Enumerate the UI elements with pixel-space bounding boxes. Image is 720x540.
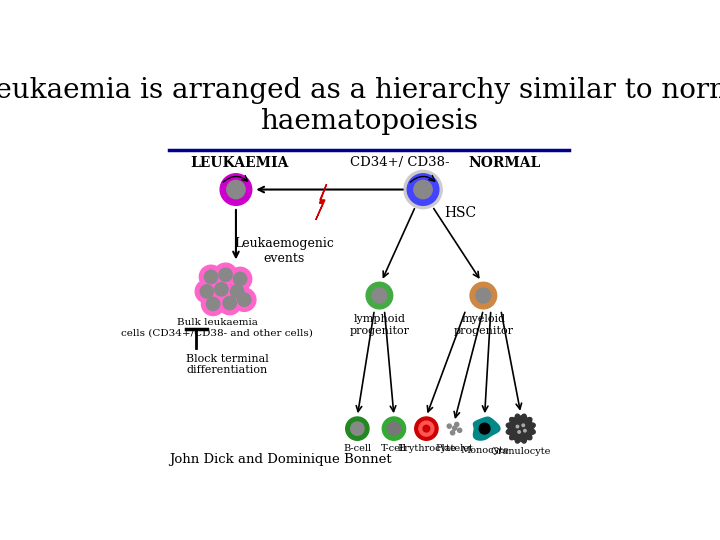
Circle shape (220, 174, 252, 205)
Text: Block terminal
differentiation: Block terminal differentiation (186, 354, 269, 375)
Circle shape (454, 422, 459, 427)
Circle shape (346, 417, 369, 440)
Circle shape (522, 424, 524, 427)
Circle shape (218, 292, 241, 315)
Text: B-cell: B-cell (343, 444, 372, 454)
Circle shape (451, 431, 454, 435)
Circle shape (516, 426, 518, 428)
Circle shape (215, 282, 228, 296)
Circle shape (518, 431, 521, 433)
Text: Bulk leukaemia
cells (CD34+/CD38- and other cells): Bulk leukaemia cells (CD34+/CD38- and ot… (121, 319, 313, 338)
Circle shape (351, 422, 364, 435)
Circle shape (414, 180, 432, 199)
Circle shape (458, 428, 462, 433)
Circle shape (408, 174, 439, 205)
Text: John Dick and Dominique Bonnet: John Dick and Dominique Bonnet (169, 453, 392, 466)
Circle shape (453, 426, 456, 430)
Circle shape (404, 171, 442, 208)
Text: HSC: HSC (444, 206, 476, 220)
Circle shape (228, 267, 252, 291)
Circle shape (219, 268, 233, 281)
Polygon shape (316, 184, 327, 220)
Circle shape (202, 292, 225, 315)
Circle shape (470, 282, 497, 309)
Text: Platelet: Platelet (436, 444, 473, 454)
Polygon shape (474, 417, 500, 440)
Circle shape (207, 297, 220, 310)
Circle shape (382, 417, 405, 440)
Text: Leukaemogenic
events: Leukaemogenic events (234, 238, 333, 265)
Circle shape (195, 280, 218, 303)
Circle shape (230, 285, 244, 298)
Circle shape (447, 424, 451, 428)
Circle shape (227, 180, 245, 199)
Text: NORMAL: NORMAL (469, 156, 541, 170)
Circle shape (523, 429, 526, 432)
Circle shape (419, 421, 434, 436)
Circle shape (476, 288, 491, 303)
Circle shape (233, 272, 247, 286)
Circle shape (233, 288, 256, 312)
Circle shape (372, 288, 387, 303)
Circle shape (423, 426, 430, 432)
Text: CD34+/ CD38-: CD34+/ CD38- (351, 156, 450, 169)
Text: Leukaemia is arranged as a hierarchy similar to normal
haematopoiesis: Leukaemia is arranged as a hierarchy sim… (0, 77, 720, 136)
Text: Granulocyte: Granulocyte (490, 447, 551, 456)
Circle shape (214, 263, 237, 286)
Text: myeloid
progenitor: myeloid progenitor (454, 314, 513, 336)
Circle shape (225, 280, 249, 303)
Circle shape (366, 282, 392, 309)
Circle shape (204, 270, 217, 284)
Polygon shape (506, 414, 535, 443)
Circle shape (223, 296, 236, 310)
Circle shape (387, 422, 400, 435)
Circle shape (238, 293, 251, 306)
Circle shape (199, 265, 222, 288)
Text: T-cell: T-cell (381, 444, 407, 454)
Circle shape (200, 285, 214, 298)
Text: LEUKAEMIA: LEUKAEMIA (190, 156, 289, 170)
Text: Monocyte: Monocyte (460, 446, 509, 455)
Text: Erythrocyte: Erythrocyte (397, 444, 456, 454)
Circle shape (480, 423, 490, 434)
Circle shape (210, 278, 233, 301)
Circle shape (415, 417, 438, 440)
Text: lymphoid
progenitor: lymphoid progenitor (349, 314, 410, 336)
